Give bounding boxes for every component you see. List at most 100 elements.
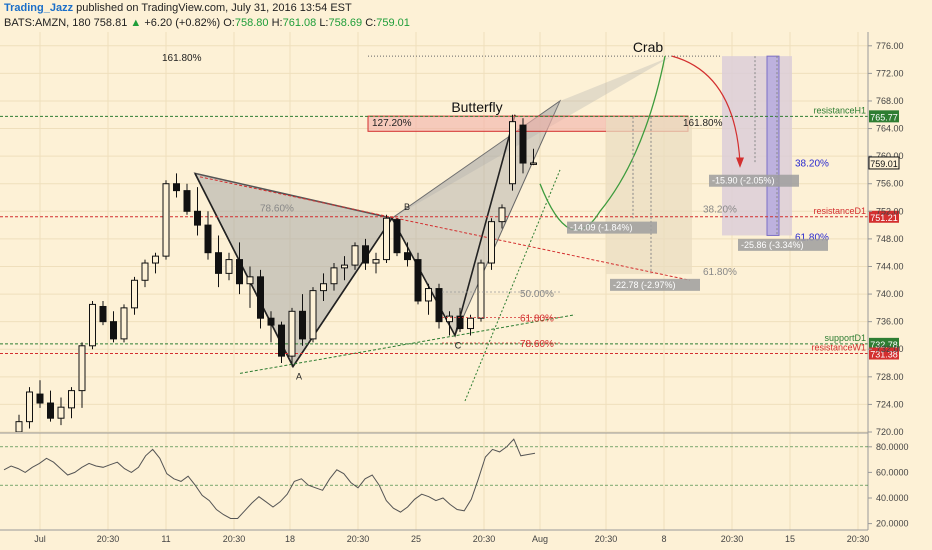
fib-label: 61.80% [795,232,829,243]
price-tick-label: 724.00 [876,399,904,409]
price-tick-label: 776.00 [876,41,904,51]
candle-body [425,288,432,302]
time-tick-label: 20:30 [347,534,370,544]
time-tick-label: 20:30 [847,534,870,544]
candle-body [110,321,117,340]
candle-body [99,305,107,323]
price-tick-label: 736.00 [876,317,904,327]
candle-body [351,245,359,266]
candle-body [204,224,212,254]
candle-body [383,217,390,261]
candle-body [278,324,285,357]
high-value: 761.08 [282,17,317,29]
candle-body [173,183,180,192]
fib-label: 61.80% [520,314,554,325]
candle-body [530,162,537,165]
level-price-text: 765.77 [870,112,898,122]
change-arrow-icon: ▲ [130,17,142,29]
candle-body [152,255,159,264]
level-price-text: 731.38 [870,350,898,360]
measure-label: -22.78 (-2.97%) [613,280,676,290]
candle-body [141,262,149,281]
candle-body [89,303,96,347]
candle-body [183,190,191,212]
price-tick-label: 768.00 [876,96,904,106]
low-value: 758.69 [328,17,363,29]
time-tick-label: 20:30 [473,534,496,544]
close-value: 759.01 [376,17,410,29]
candle-body [299,310,306,340]
projection-curve-green [539,56,666,231]
oscillator-tick-label: 60.0000 [876,467,909,477]
fib-label: 50.00% [520,289,554,300]
measure-label: -15.90 (-2.05%) [712,176,775,186]
last-price: 758.81 [93,17,128,29]
plot-area [0,55,868,432]
time-tick-label: Aug [532,534,548,544]
fib-label: 78.60% [520,339,554,350]
candle-body [288,310,296,357]
candle-body [372,259,380,264]
time-tick-label: 20:30 [97,534,120,544]
oscillator-tick-label: 20.0000 [876,519,909,529]
time-tick-label: 20:30 [223,534,246,544]
candle-body [309,290,317,340]
oscillator-tick-label: 80.0000 [876,442,909,452]
last-price-text: 759.01 [870,159,898,169]
candle-body [26,391,33,423]
candle-body [57,406,65,419]
oscillator-line [3,438,536,519]
header-line-1: Trading_Jazz published on TradingView.co… [4,2,352,14]
fib-label: 161.80% [162,53,202,64]
candle-body [162,183,170,257]
price-tick-label: 760.00 [876,151,904,161]
price-tick-label: 748.00 [876,234,904,244]
header-line-2: BATS:AMZN, 180 758.81 ▲ +6.20 (+0.82%) O… [4,17,410,29]
price-tick-label: 732.00 [876,344,904,354]
pattern-title-butterfly: Butterfly [451,99,502,115]
author-link[interactable]: Trading_Jazz [4,2,74,14]
time-tick-label: 20:30 [721,534,744,544]
high-label: H: [271,17,283,29]
measure-badge [567,221,657,234]
candle-body [78,345,86,392]
price-tick-label: 772.00 [876,68,904,78]
candle-body [36,393,44,404]
fib-label: 161.80% [683,118,723,129]
point-label-a: A [296,371,302,381]
candle-body [68,390,75,409]
candle-body [456,315,464,330]
price-tick-label: 744.00 [876,261,904,271]
fib-label: 127.20% [372,118,412,129]
target-box-2 [722,56,792,236]
price-tick-label: 752.00 [876,206,904,216]
time-tick-label: 11 [161,534,170,544]
time-tick-label: 18 [285,534,295,544]
open-label: O: [223,17,235,29]
candle-body [467,317,474,330]
open-value: 758.80 [234,17,269,29]
price-tick-label: 728.00 [876,372,904,382]
candle-body [414,259,422,302]
candle-body [194,210,201,226]
grid-lines [0,32,868,530]
level-label: resistanceH1 [813,105,866,115]
time-tick-label: 15 [785,534,795,544]
candle-body [446,315,453,323]
candle-body [330,267,338,285]
price-tick-label: 720.00 [876,427,904,437]
trendline-red [199,176,691,281]
candle-body [120,307,128,340]
price-tick-label: 740.00 [876,289,904,299]
time-tick-label: 8 [661,534,666,544]
low-label: L: [319,17,329,29]
last-price-tag [868,156,900,170]
candle-body [488,221,495,264]
candle-body [362,245,369,264]
candle-body [246,276,254,285]
candle-body [320,283,327,292]
crab-extension-wedge [392,56,672,219]
published-text: published on TradingView.com, July 31, 2… [76,2,352,14]
